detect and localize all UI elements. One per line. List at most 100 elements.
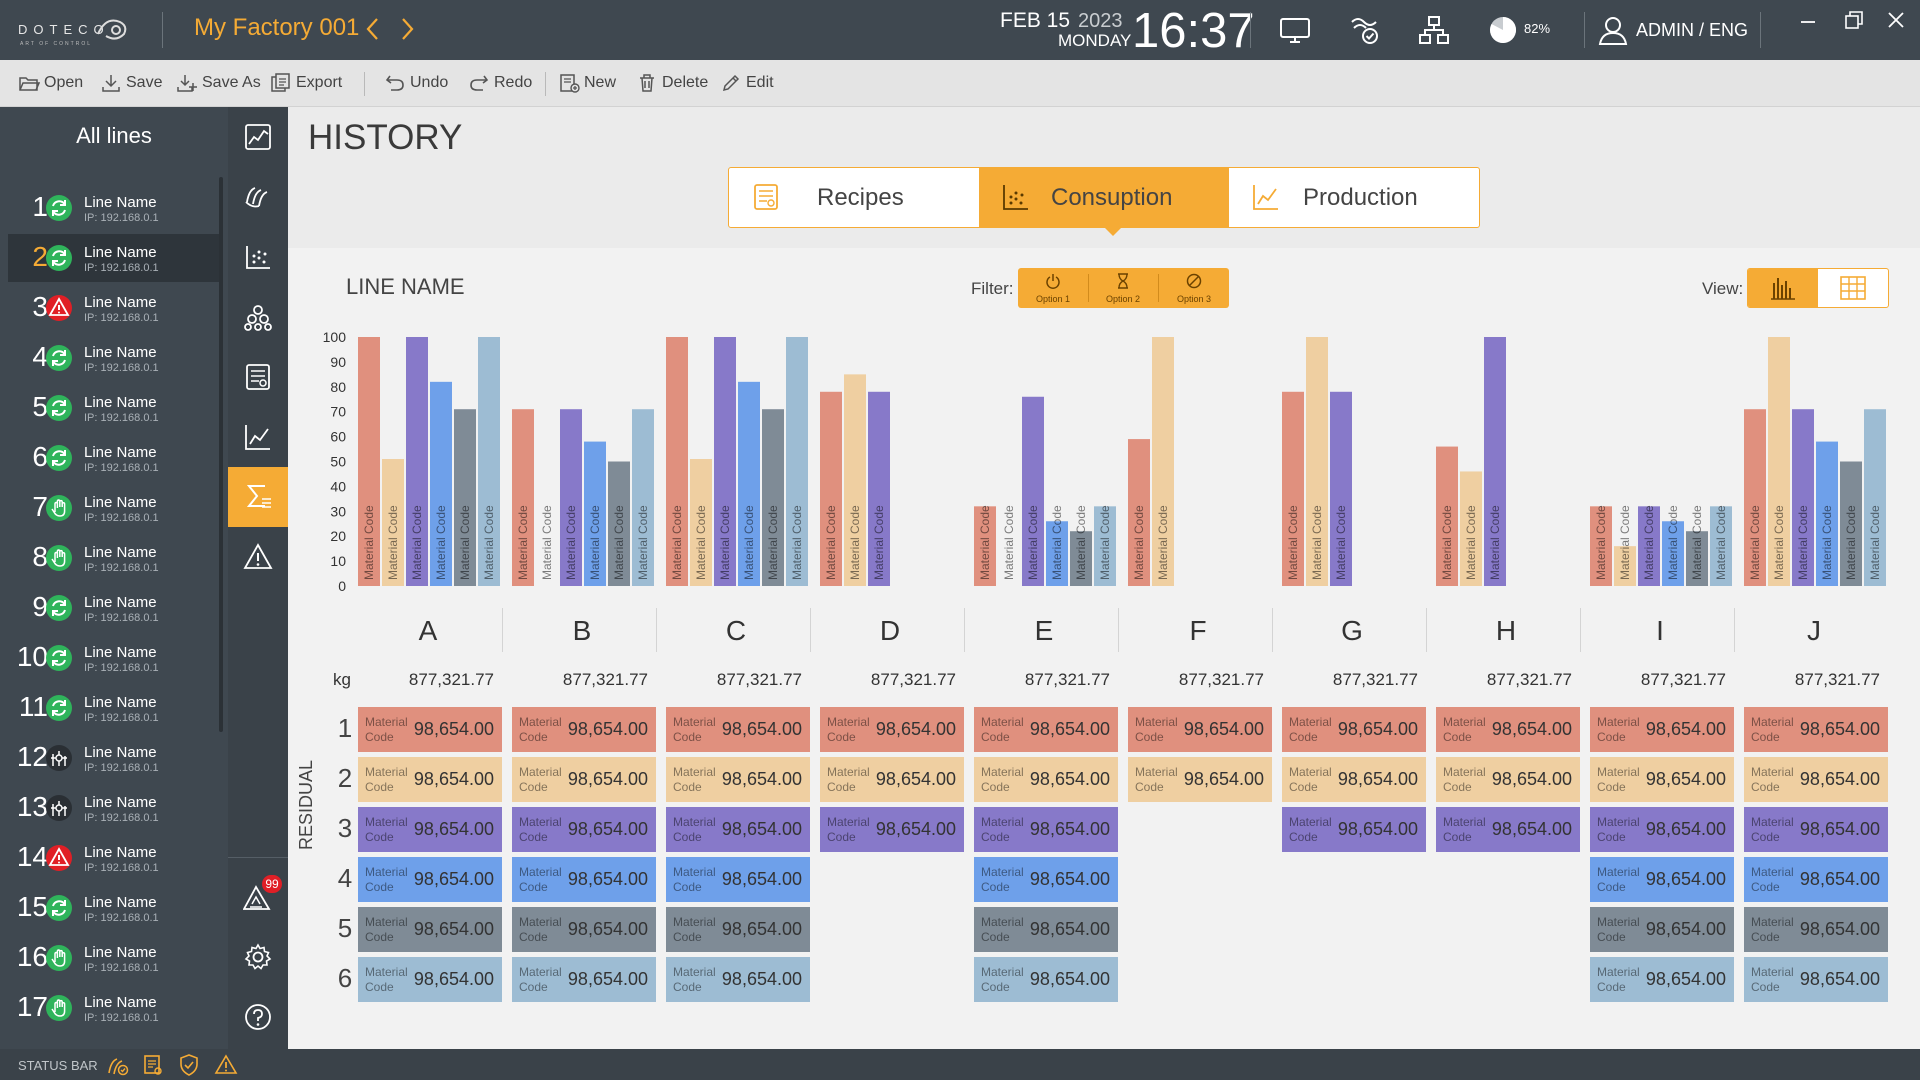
material-cell[interactable]: Material Code 98,654.00 [820, 707, 964, 752]
tab-production[interactable]: Production [1229, 168, 1479, 227]
minimize-icon[interactable] [1796, 8, 1820, 32]
material-cell[interactable]: Material Code 98,654.00 [666, 957, 810, 1002]
sidebar-item-line-6[interactable]: 6 Line Name IP: 192.168.0.1 [8, 434, 220, 482]
report-status-icon[interactable] [141, 1053, 165, 1077]
recipes-icon[interactable] [228, 167, 288, 227]
material-cell[interactable]: Material Code 98,654.00 [1590, 857, 1734, 902]
material-cell[interactable]: Material Code 98,654.00 [1436, 757, 1580, 802]
material-cell[interactable]: Material Code 98,654.00 [512, 807, 656, 852]
material-cell[interactable]: Material Code 98,654.00 [358, 857, 502, 902]
network-icon[interactable] [1417, 14, 1451, 46]
filter-option-3[interactable]: Option 3 [1159, 268, 1229, 308]
reports-icon[interactable] [228, 347, 288, 407]
sidebar-item-line-14[interactable]: 14 Line Name IP: 192.168.0.1 [8, 834, 220, 882]
open-button[interactable]: Open [18, 71, 83, 95]
user-language[interactable]: ADMIN / ENG [1636, 20, 1749, 40]
material-cell[interactable]: Material Code 98,654.00 [358, 907, 502, 952]
material-cell[interactable]: Material Code 98,654.00 [1744, 907, 1888, 952]
material-cell[interactable]: Material Code 98,654.00 [820, 807, 964, 852]
close-icon[interactable] [1884, 8, 1908, 32]
sidebar-item-line-9[interactable]: 9 Line Name IP: 192.168.0.1 [8, 584, 220, 632]
sidebar-item-line-10[interactable]: 10 Line Name IP: 192.168.0.1 [8, 634, 220, 682]
save-button[interactable]: Save [100, 71, 162, 95]
material-cell[interactable]: Material Code 98,654.00 [820, 757, 964, 802]
material-cell[interactable]: Material Code 98,654.00 [1436, 807, 1580, 852]
sidebar-item-line-11[interactable]: 11 Line Name IP: 192.168.0.1 [8, 684, 220, 732]
redo-button[interactable]: Redo [468, 71, 532, 95]
material-cell[interactable]: Material Code 98,654.00 [358, 957, 502, 1002]
save-as-button[interactable]: Save As [176, 71, 261, 95]
material-cell[interactable]: Material Code 98,654.00 [1436, 707, 1580, 752]
settings-icon[interactable] [228, 927, 288, 987]
material-cell[interactable]: Material Code 98,654.00 [1282, 707, 1426, 752]
material-cell[interactable]: Material Code 98,654.00 [358, 807, 502, 852]
material-cell[interactable]: Material Code 98,654.00 [1128, 707, 1272, 752]
shield-check-icon[interactable] [177, 1053, 201, 1077]
table-view-button[interactable] [1818, 269, 1888, 307]
history-icon[interactable] [228, 467, 288, 527]
dosing-icon[interactable] [228, 227, 288, 287]
monitor-icon[interactable] [1278, 14, 1312, 46]
machine-status-icon[interactable] [106, 1053, 130, 1077]
material-cell[interactable]: Material Code 98,654.00 [1590, 707, 1734, 752]
material-cell[interactable]: Material Code 98,654.00 [666, 757, 810, 802]
sidebar-item-line-5[interactable]: 5 Line Name IP: 192.168.0.1 [8, 384, 220, 432]
delete-button[interactable]: Delete [636, 71, 708, 95]
export-button[interactable]: Export [270, 71, 342, 95]
tab-consumption[interactable]: Consuption [979, 168, 1229, 227]
sidebar-item-line-13[interactable]: 13 Line Name IP: 192.168.0.1 [8, 784, 220, 832]
factory-title[interactable]: My Factory 001 [194, 14, 360, 41]
material-cell[interactable]: Material Code 98,654.00 [358, 757, 502, 802]
edit-button[interactable]: Edit [720, 71, 774, 95]
material-cell[interactable]: Material Code 98,654.00 [1128, 757, 1272, 802]
material-cell[interactable]: Material Code 98,654.00 [1744, 807, 1888, 852]
material-cell[interactable]: Material Code 98,654.00 [1744, 957, 1888, 1002]
material-cell[interactable]: Material Code 98,654.00 [512, 707, 656, 752]
material-cell[interactable]: Material Code 98,654.00 [974, 807, 1118, 852]
sidebar-item-line-15[interactable]: 15 Line Name IP: 192.168.0.1 [8, 884, 220, 932]
material-cell[interactable]: Material Code 98,654.00 [974, 857, 1118, 902]
material-cell[interactable]: Material Code 98,654.00 [666, 807, 810, 852]
materials-icon[interactable] [228, 287, 288, 347]
dashboard-icon[interactable] [228, 107, 288, 167]
material-cell[interactable]: Material Code 98,654.00 [1590, 807, 1734, 852]
material-cell[interactable]: Material Code 98,654.00 [512, 757, 656, 802]
sidebar-scrollbar[interactable] [219, 177, 223, 732]
material-cell[interactable]: Material Code 98,654.00 [1590, 757, 1734, 802]
alarm-icon[interactable] [228, 527, 288, 587]
warning-icon[interactable] [214, 1053, 238, 1077]
sidebar-item-line-1[interactable]: 1 Line Name IP: 192.168.0.1 [8, 184, 220, 232]
tab-recipes[interactable]: Recipes [729, 168, 979, 227]
material-cell[interactable]: Material Code 98,654.00 [974, 757, 1118, 802]
material-cell[interactable]: Material Code 98,654.00 [1590, 907, 1734, 952]
sidebar-item-line-8[interactable]: 8 Line Name IP: 192.168.0.1 [8, 534, 220, 582]
material-cell[interactable]: Material Code 98,654.00 [1744, 757, 1888, 802]
next-factory-icon[interactable] [396, 16, 418, 42]
sidebar-item-line-7[interactable]: 7 Line Name IP: 192.168.0.1 [8, 484, 220, 532]
restore-icon[interactable] [1842, 8, 1866, 32]
material-cell[interactable]: Material Code 98,654.00 [974, 707, 1118, 752]
material-cell[interactable]: Material Code 98,654.00 [666, 857, 810, 902]
undo-button[interactable]: Undo [384, 71, 448, 95]
material-cell[interactable]: Material Code 98,654.00 [974, 957, 1118, 1002]
sidebar-title[interactable]: All lines [76, 123, 152, 148]
user-icon[interactable] [1596, 14, 1630, 46]
disk-usage-icon[interactable] [1486, 14, 1520, 46]
material-cell[interactable]: Material Code 98,654.00 [974, 907, 1118, 952]
prev-factory-icon[interactable] [362, 16, 384, 42]
material-cell[interactable]: Material Code 98,654.00 [512, 907, 656, 952]
sidebar-item-line-12[interactable]: 12 Line Name IP: 192.168.0.1 [8, 734, 220, 782]
material-cell[interactable]: Material Code 98,654.00 [1590, 957, 1734, 1002]
bar-chart-view-button[interactable] [1748, 269, 1818, 307]
sidebar-item-line-16[interactable]: 16 Line Name IP: 192.168.0.1 [8, 934, 220, 982]
filter-option-1[interactable]: Option 1 [1018, 268, 1088, 308]
sidebar-item-line-3[interactable]: 3 Line Name IP: 192.168.0.1 [8, 284, 220, 332]
filter-option-2[interactable]: Option 2 [1088, 268, 1158, 308]
help-icon[interactable] [228, 987, 288, 1047]
sidebar-item-line-17[interactable]: 17 Line Name IP: 192.168.0.1 [8, 984, 220, 1032]
material-cell[interactable]: Material Code 98,654.00 [1282, 807, 1426, 852]
trend-icon[interactable] [228, 407, 288, 467]
material-cell[interactable]: Material Code 98,654.00 [512, 857, 656, 902]
new-button[interactable]: New [558, 71, 616, 95]
alerts-icon[interactable]: 99 [228, 867, 288, 927]
